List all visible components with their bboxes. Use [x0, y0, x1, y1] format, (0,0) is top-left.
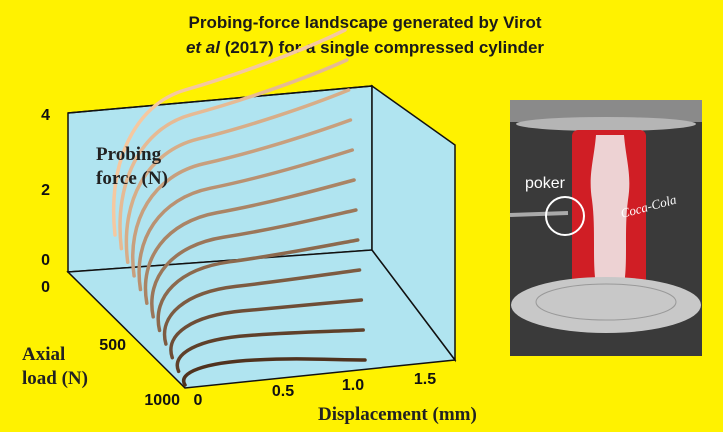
photo: Coca-Cola poker [510, 100, 702, 356]
title-line-2: et al (2017) for a single compressed cyl… [186, 38, 544, 57]
title-italic: et al [186, 38, 221, 57]
y-tick-label: 500 [99, 337, 126, 354]
slide: Probing-force landscape generated by Vir… [0, 0, 723, 432]
z-tick-label: 2 [41, 182, 50, 199]
z-axis-title: force (N) [96, 168, 168, 189]
z-tick-label: 0 [41, 252, 50, 269]
top-plate-edge [516, 117, 696, 131]
x-tick-label: 1.0 [342, 377, 364, 394]
y-tick-label: 0 [41, 279, 50, 296]
title-line-1: Probing-force landscape generated by Vir… [189, 13, 542, 32]
x-tick-label: 1.5 [414, 371, 436, 388]
x-tick-label: 0.5 [272, 383, 294, 400]
x-axis-title: Displacement (mm) [318, 404, 477, 425]
x-tick-label: 0 [194, 392, 203, 409]
z-tick-label: 4 [41, 107, 50, 124]
bottom-plate [511, 277, 701, 333]
title-rest: (2017) for a single compressed cylinder [220, 38, 544, 57]
y-tick-label: 1000 [144, 392, 180, 409]
poker-rod [510, 213, 568, 215]
y-axis-title: Axial [22, 344, 65, 365]
y-axis-title: load (N) [22, 368, 88, 389]
z-axis-title: Probing [96, 144, 162, 165]
poker-label: poker [525, 175, 566, 192]
